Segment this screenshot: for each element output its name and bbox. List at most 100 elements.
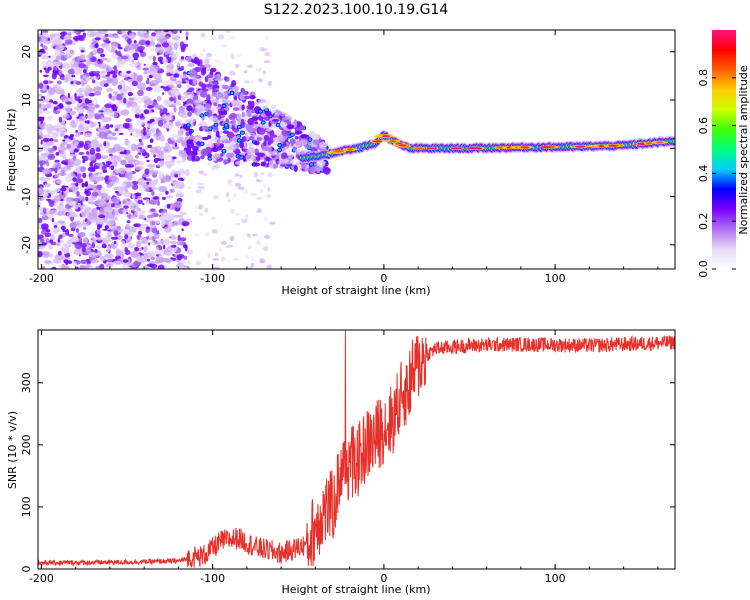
heatmap-cell xyxy=(134,192,142,197)
heatmap-cell xyxy=(170,33,177,38)
chart-title: S122.2023.100.10.19.G14 xyxy=(264,2,449,18)
heatmap-cell xyxy=(83,123,93,127)
heatmap-cell xyxy=(114,111,118,118)
heatmap-cell xyxy=(79,74,84,80)
heatmap-cell xyxy=(127,201,136,209)
heatmap-cell xyxy=(294,135,299,140)
heatmap-cell xyxy=(149,83,155,87)
heatmap-cell xyxy=(47,66,52,71)
heatmap-cell xyxy=(133,58,138,61)
heatmap-cell xyxy=(96,111,101,115)
heatmap-cell xyxy=(185,98,194,105)
heatmap-cell xyxy=(91,218,102,223)
heatmap-cell xyxy=(181,81,187,84)
heatmap-cell xyxy=(138,186,145,192)
heatmap-cell xyxy=(38,201,41,206)
heatmap-cell xyxy=(251,233,258,237)
heatmap-cell xyxy=(136,82,146,90)
colorbar-tick-label: 0.2 xyxy=(697,212,710,230)
heatmap-cell xyxy=(236,53,242,58)
heatmap-cell xyxy=(202,173,208,176)
heatmap-cell xyxy=(466,147,477,150)
heatmap-cell xyxy=(179,237,187,242)
heatmap-cell xyxy=(52,188,61,193)
heatmap-cell xyxy=(145,40,151,46)
heatmap-cell xyxy=(209,143,215,148)
heatmap-cell xyxy=(153,85,161,93)
heatmap-cell xyxy=(298,140,308,146)
heatmap-cell xyxy=(252,162,261,167)
heatmap-cell xyxy=(311,133,321,140)
heatmap-cell xyxy=(133,40,137,44)
heatmap-cell xyxy=(84,191,89,194)
heatmap-cell xyxy=(250,257,256,261)
heatmap-cell xyxy=(157,151,165,160)
heatmap-cell xyxy=(278,143,282,147)
heatmap-cell xyxy=(204,231,211,237)
snr-x-tick-label: 100 xyxy=(545,572,566,585)
heatmap-cell xyxy=(208,127,212,130)
heatmap-cell xyxy=(260,172,265,175)
heatmap-cell xyxy=(224,90,230,95)
heatmap-cell xyxy=(272,163,279,169)
heatmap-cell xyxy=(79,54,86,61)
heatmap-cell xyxy=(96,47,104,54)
heatmap-cell xyxy=(139,49,144,54)
heatmap-cell xyxy=(262,70,267,75)
heatmap-cell xyxy=(104,219,115,226)
heatmap-cell xyxy=(94,91,102,96)
heatmap-cell xyxy=(156,128,160,134)
heatmap-cell xyxy=(47,115,53,121)
heatmap-cell xyxy=(170,233,176,241)
heatmap-cell xyxy=(259,260,266,264)
heatmap-cell xyxy=(234,173,240,177)
heatmap-cell xyxy=(94,135,100,140)
heatmap-cell xyxy=(114,128,119,132)
heatmap-cell xyxy=(232,107,240,111)
heatmap-cell xyxy=(91,237,97,244)
heatmap-cell xyxy=(161,114,167,120)
heatmap-cell xyxy=(122,122,130,129)
heatmap-cell xyxy=(293,146,297,150)
heatmap-cell xyxy=(372,140,383,143)
heatmap-cell xyxy=(234,213,240,216)
heatmap-cell xyxy=(190,75,201,79)
heatmap-cell xyxy=(80,221,85,225)
heatmap-cell xyxy=(151,226,158,234)
heatmap-cell xyxy=(108,155,118,163)
heatmap-x-tick-label: 100 xyxy=(545,272,566,285)
heatmap-cell xyxy=(73,168,80,173)
heatmap-cell xyxy=(230,99,241,107)
heatmap-cell xyxy=(70,171,75,177)
heatmap-cell xyxy=(100,155,108,160)
heatmap-cell xyxy=(149,220,156,226)
heatmap-cell xyxy=(295,147,301,156)
heatmap-cell xyxy=(186,55,192,63)
heatmap-cell xyxy=(185,168,190,177)
heatmap-cell xyxy=(67,68,76,75)
heatmap-cell xyxy=(91,242,95,249)
heatmap-cell xyxy=(100,53,106,58)
heatmap-cell xyxy=(149,41,156,46)
heatmap-cell xyxy=(295,130,303,135)
snr-series-line xyxy=(38,330,675,568)
heatmap-cell xyxy=(88,143,92,149)
heatmap-cell xyxy=(146,180,157,186)
heatmap-cell xyxy=(78,151,85,156)
heatmap-cell xyxy=(162,107,168,115)
heatmap-cell xyxy=(157,193,163,198)
heatmap-cell xyxy=(233,193,237,198)
heatmap-cell xyxy=(153,154,156,158)
heatmap-cell xyxy=(87,106,96,113)
heatmap-cell xyxy=(247,100,252,106)
heatmap-cell xyxy=(263,134,270,142)
heatmap-cell xyxy=(139,236,145,240)
heatmap-cell xyxy=(198,204,203,210)
heatmap-cell xyxy=(265,36,270,40)
heatmap-cell xyxy=(186,150,194,157)
heatmap-cell xyxy=(88,76,95,80)
heatmap-cell xyxy=(262,246,269,251)
heatmap-cell xyxy=(50,241,57,246)
heatmap-cell xyxy=(93,97,98,105)
heatmap-cell xyxy=(156,95,162,102)
